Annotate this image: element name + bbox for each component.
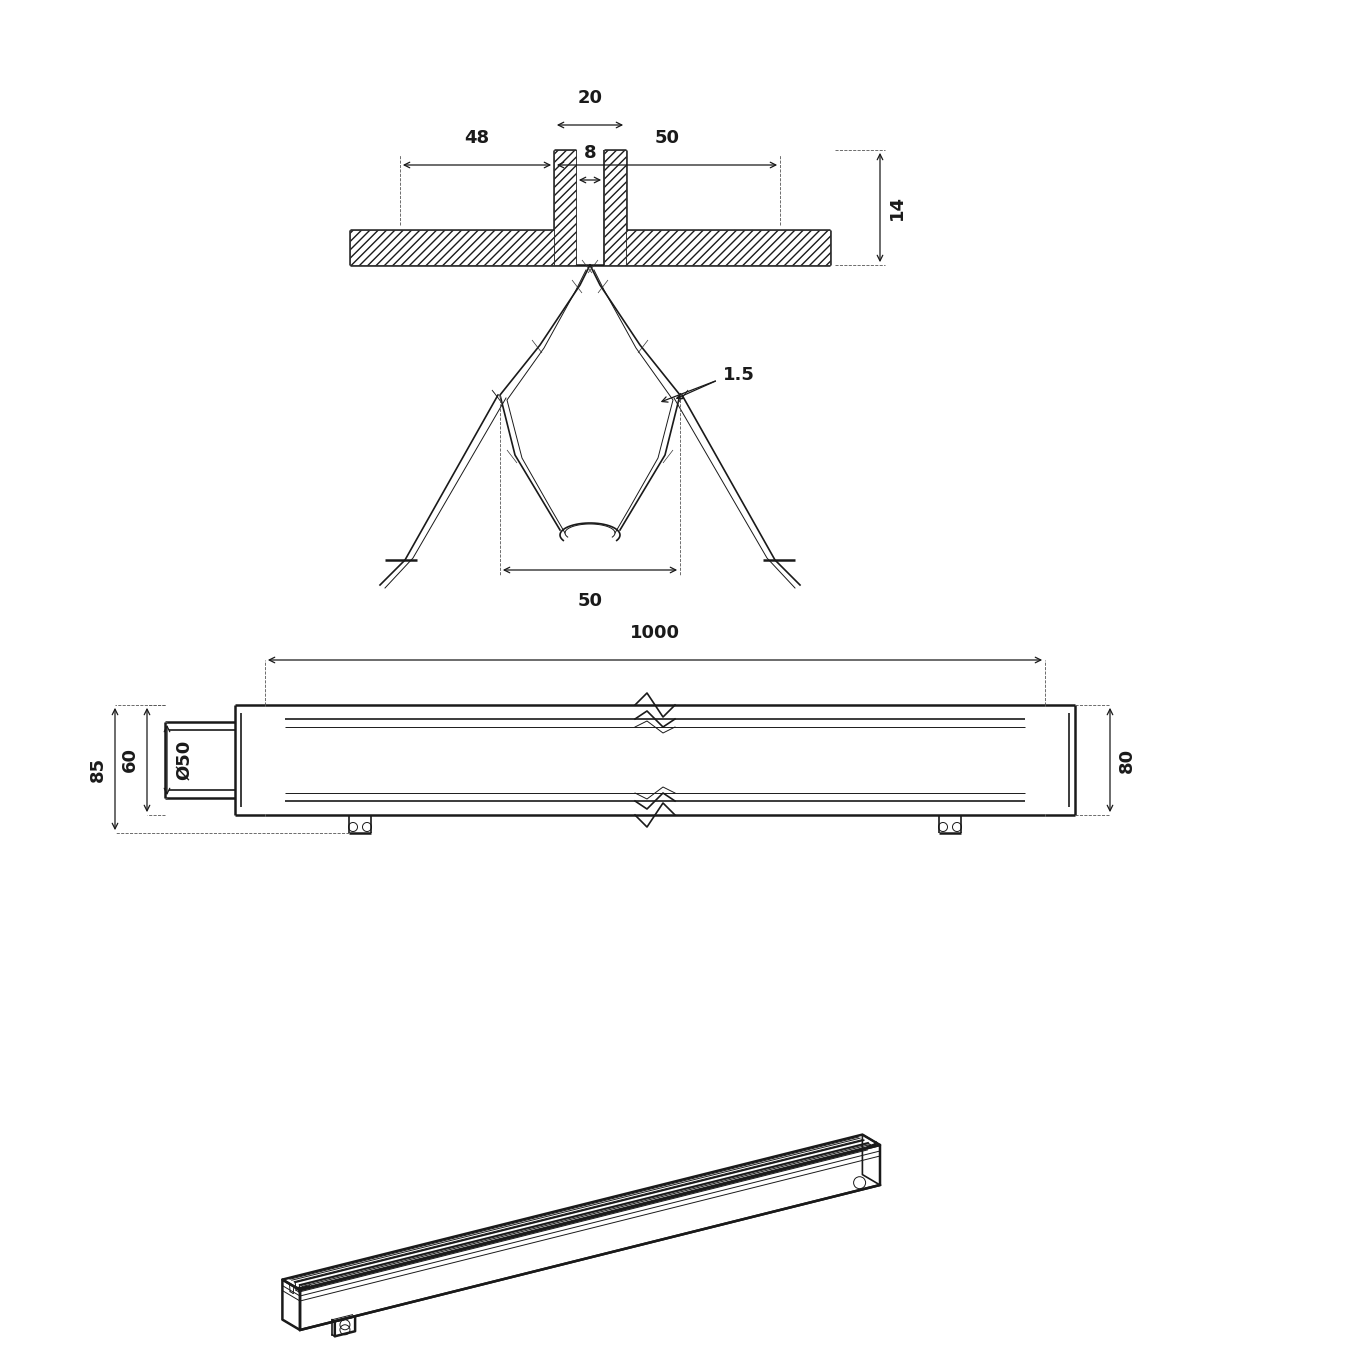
Text: 8: 8 [583, 143, 597, 163]
Text: 1.5: 1.5 [723, 366, 755, 384]
Text: 14: 14 [888, 195, 906, 220]
Text: Ø50: Ø50 [175, 740, 193, 780]
Text: 1000: 1000 [630, 624, 680, 642]
Bar [626, 229, 831, 265]
Text: 48: 48 [464, 128, 489, 148]
Bar [555, 150, 576, 265]
Text: 20: 20 [578, 89, 602, 107]
Text: 50: 50 [654, 128, 679, 148]
Text: 50: 50 [578, 591, 602, 611]
Text: 60: 60 [122, 747, 139, 773]
Text: 80: 80 [1117, 747, 1137, 773]
Text: 85: 85 [89, 757, 107, 781]
Bar [604, 150, 626, 265]
Bar [350, 229, 555, 265]
